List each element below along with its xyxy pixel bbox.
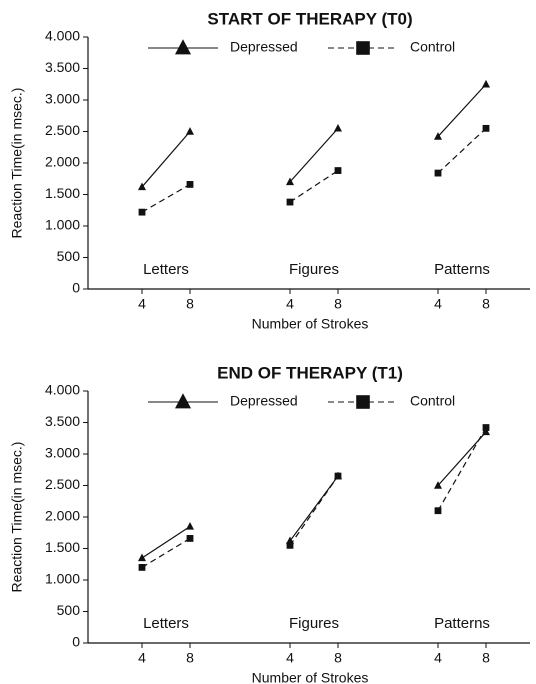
marker-square [356, 41, 370, 55]
x-tick-label: 8 [334, 650, 342, 666]
marker-square [356, 395, 370, 409]
marker-square [434, 169, 442, 177]
marker-triangle [434, 481, 442, 489]
y-axis-label: Reaction Time(in msec.) [9, 88, 25, 239]
y-tick-label: 2.500 [45, 122, 80, 138]
series-line [289, 170, 339, 203]
marker-square [434, 507, 442, 515]
y-tick-label: 0 [72, 280, 80, 296]
marker-triangle [286, 177, 294, 186]
x-tick-label: 8 [482, 650, 490, 666]
marker-square [286, 541, 294, 549]
group-label: Figures [289, 615, 339, 632]
y-tick-label: 3.500 [45, 413, 80, 429]
series-line [289, 475, 339, 546]
marker-square [334, 472, 342, 480]
marker-triangle [334, 123, 342, 132]
x-tick-label: 4 [434, 296, 442, 312]
x-tick-label: 8 [482, 296, 490, 312]
x-tick-label: 4 [434, 650, 442, 666]
series-line [141, 525, 191, 559]
series-line [437, 427, 487, 511]
legend-label: Control [410, 393, 455, 409]
marker-triangle [175, 393, 191, 409]
legend-label: Control [410, 39, 455, 55]
x-tick-label: 4 [138, 296, 146, 312]
marker-triangle [186, 127, 194, 135]
chart-title: END OF THERAPY (T1) [217, 363, 403, 382]
y-tick-label: 1.500 [45, 185, 80, 201]
x-tick-label: 4 [286, 296, 294, 312]
x-tick-label: 4 [138, 650, 146, 666]
series-line [437, 127, 487, 174]
marker-triangle [138, 182, 146, 191]
x-tick-label: 4 [286, 650, 294, 666]
y-tick-label: 0 [72, 634, 80, 650]
y-tick-label: 1.500 [45, 539, 80, 555]
marker-triangle [186, 522, 194, 530]
marker-square [482, 124, 490, 132]
marker-square [186, 535, 194, 542]
y-tick-label: 2.000 [45, 154, 80, 170]
x-axis-label: Number of Strokes [252, 316, 369, 332]
group-label: Letters [143, 615, 189, 632]
group-label: Patterns [434, 615, 490, 632]
x-tick-label: 8 [186, 296, 194, 312]
marker-triangle [175, 39, 191, 55]
marker-square [186, 181, 194, 188]
legend-label: Depressed [230, 393, 298, 409]
x-tick-label: 8 [186, 650, 194, 666]
marker-square [334, 167, 342, 174]
y-tick-label: 4.000 [45, 28, 80, 44]
series-line [141, 131, 191, 188]
chart-title: START OF THERAPY (T0) [207, 9, 412, 28]
y-tick-label: 1.000 [45, 571, 80, 587]
marker-square [482, 424, 490, 431]
marker-square [138, 208, 146, 216]
y-tick-label: 3.000 [45, 91, 80, 107]
marker-triangle [434, 132, 442, 140]
y-tick-label: 4.000 [45, 382, 80, 398]
y-tick-label: 500 [57, 602, 81, 618]
x-tick-label: 8 [334, 296, 342, 312]
marker-triangle [482, 79, 490, 88]
y-tick-label: 3.500 [45, 59, 80, 75]
marker-triangle [482, 427, 490, 436]
group-label: Figures [289, 261, 339, 278]
series-line [437, 83, 487, 137]
legend-label: Depressed [230, 39, 298, 55]
series-line [141, 183, 191, 213]
marker-square [286, 198, 294, 206]
group-label: Letters [143, 261, 189, 278]
y-tick-label: 3.000 [45, 445, 80, 461]
series-line [289, 127, 339, 183]
y-tick-label: 2.500 [45, 476, 80, 492]
y-tick-label: 500 [57, 248, 81, 264]
group-label: Patterns [434, 261, 490, 278]
y-tick-label: 1.000 [45, 217, 80, 233]
marker-triangle [138, 553, 146, 562]
y-axis-label: Reaction Time(in msec.) [9, 442, 25, 593]
marker-square [138, 564, 146, 571]
x-axis-label: Number of Strokes [252, 670, 369, 684]
y-tick-label: 2.000 [45, 508, 80, 524]
